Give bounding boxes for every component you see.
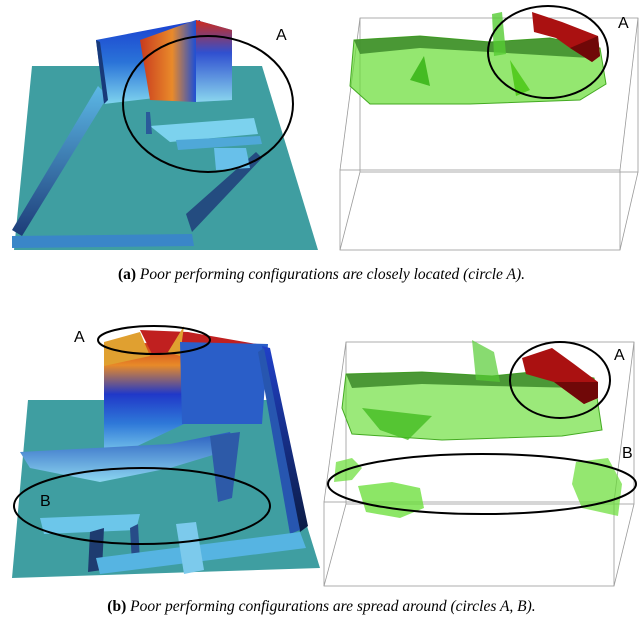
circle-a [122,35,294,173]
ridge-b-7 [176,522,204,574]
circle-a [509,341,611,419]
bounding-box [323,341,635,587]
panel-b-surface-plot: A B [12,325,320,578]
orange-crest [104,332,150,366]
panel-a-surface-plot: A [12,20,318,250]
crest-spike [168,326,184,356]
circle-b-label: B [40,493,51,510]
right-wall-side [262,346,308,532]
panel-b-isosurface-plot: A B [323,340,637,587]
red-block-shade [554,382,598,404]
small-ridge-3 [214,148,250,170]
ridge-bottom [12,234,194,248]
green-spike-2 [510,60,530,96]
small-ridge-2 [146,112,152,134]
red-wall-front [196,20,232,102]
green-flap [472,340,500,382]
red-block-shade [570,36,600,62]
circle-a-label: A [614,347,625,364]
caption-a: (a) Poor performing configurations are c… [0,266,643,284]
ridge-b-3 [40,514,140,534]
circle-b-label: B [622,445,633,462]
tall-wall-side [96,40,108,104]
circle-b [327,453,637,515]
tall-wall-front [104,342,184,458]
circle-a [487,5,609,99]
caption-a-text: Poor performing configurations are close… [139,266,526,283]
right-wall-face [258,348,300,534]
caption-b-tag: (b) [107,598,127,615]
panel-a-isosurface-plot: A [339,5,639,251]
circle-a [97,325,211,355]
circle-b [13,467,271,545]
ridge-b-1 [20,432,236,482]
small-ridge-4 [176,136,262,150]
circle-a-label: A [276,27,287,44]
surface-plane [12,400,320,578]
right-wall-top [180,342,268,424]
caption-b: (b) Poor performing configurations are s… [0,598,643,616]
circle-a-label: A [618,15,629,32]
ridge-b-2 [210,432,240,502]
caption-a-tag: (a) [117,266,137,283]
circle-a-label: A [74,329,85,346]
green-spike-1 [410,56,430,86]
green-lower-ribbon [362,408,432,440]
green-isosurface-ridge [354,36,600,58]
caption-b-text: Poor performing configurations are sprea… [130,598,536,615]
green-blob-middle [358,482,424,518]
small-ridge-1 [150,118,258,142]
ridge-right [186,152,262,232]
green-spike-3 [492,12,506,56]
ridge-diagonal [12,86,108,236]
